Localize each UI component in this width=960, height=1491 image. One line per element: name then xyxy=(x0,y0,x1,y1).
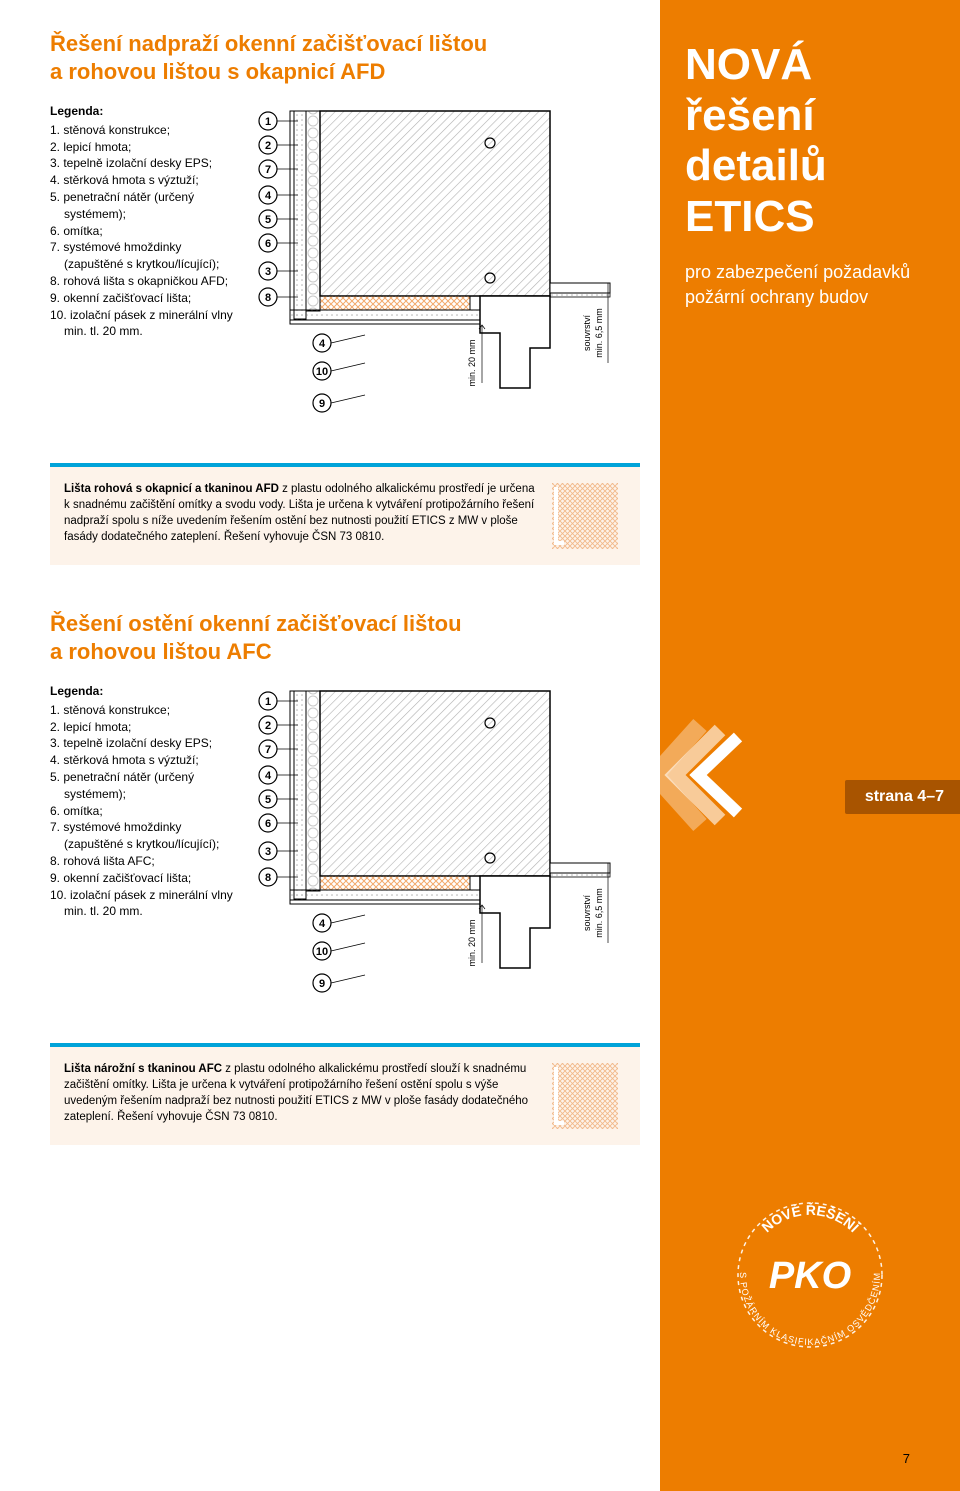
section-2-title: Řešení ostění okenní začišťovací lištou … xyxy=(50,610,640,665)
legend-2-title: Legenda: xyxy=(50,683,240,700)
legend-item: 4. stěrková hmota s výztuží; xyxy=(50,172,240,189)
svg-text:5: 5 xyxy=(265,794,271,806)
chevron-icon xyxy=(640,715,750,840)
legend-2: Legenda: 1. stěnová konstrukce; 2. lepic… xyxy=(50,683,240,1023)
legend-1-title: Legenda: xyxy=(50,103,240,120)
legend-item: 1. stěnová konstrukce; xyxy=(50,702,240,719)
svg-text:1: 1 xyxy=(265,696,271,708)
svg-text:6: 6 xyxy=(265,818,271,830)
svg-text:8: 8 xyxy=(265,872,271,884)
svg-text:3: 3 xyxy=(265,846,271,858)
legend-item: 8. rohová lišta AFC; xyxy=(50,853,240,870)
svg-text:min. 6,5 mm: min. 6,5 mm xyxy=(594,888,604,938)
legend-item: 6. omítka; xyxy=(50,223,240,240)
legend-item: 1. stěnová konstrukce; xyxy=(50,122,240,139)
svg-text:2: 2 xyxy=(265,140,271,152)
svg-text:9: 9 xyxy=(319,398,325,410)
legend-item: 10. izolační pásek z minerální vlny min.… xyxy=(50,307,240,341)
section-1-title: Řešení nadpraží okenní začišťovací lišto… xyxy=(50,30,640,85)
svg-text:3: 3 xyxy=(265,266,271,278)
legend-item: 2. lepicí hmota; xyxy=(50,719,240,736)
svg-text:min. 20 mm: min. 20 mm xyxy=(467,339,477,386)
svg-text:souvrství: souvrství xyxy=(582,894,592,931)
svg-text:min. 6,5 mm: min. 6,5 mm xyxy=(594,308,604,358)
mesh-swatch-icon xyxy=(550,1061,620,1131)
sidebar-title-line: ETICS xyxy=(685,192,940,243)
legend-item: 9. okenní začišťovací lišta; xyxy=(50,290,240,307)
sidebar-title-line: NOVÁ xyxy=(685,40,940,91)
legend-item: 5. penetrační nátěr (určený systémem); xyxy=(50,189,240,223)
svg-text:souvrství: souvrství xyxy=(582,314,592,351)
diagram-1: min. 20 mm souvrstvímin. 6,5 mm 1 2 7 4 5 6 3 8 4 1… xyxy=(250,103,630,443)
sidebar-subtitle: pro zabezpečení požadavků požární ochran… xyxy=(685,260,940,309)
legend-item: 4. stěrková hmota s výztuží; xyxy=(50,752,240,769)
legend-item: 8. rohová lišta s okapničkou AFD; xyxy=(50,273,240,290)
legend-item: 9. okenní začišťovací lišta; xyxy=(50,870,240,887)
svg-text:4: 4 xyxy=(265,770,272,782)
sidebar-title-line: řešení xyxy=(685,91,940,142)
legend-item: 7. systémové hmoždinky (zapuštěné s kryt… xyxy=(50,239,240,273)
svg-text:10: 10 xyxy=(316,366,328,378)
legend-item: 3. tepelně izolační desky EPS; xyxy=(50,735,240,752)
callout-2-lead: Lišta nárožní s tkaninou AFC xyxy=(64,1063,222,1075)
legend-2-list: 1. stěnová konstrukce; 2. lepicí hmota; … xyxy=(50,702,240,920)
diagram-2: min. 20 mm souvrstvímin. 6,5 mm 1 2 7 4 5 6 3 8 4 1… xyxy=(250,683,630,1023)
svg-text:7: 7 xyxy=(265,164,271,176)
callout-1: Lišta rohová s okapnicí a tkaninou AFD z… xyxy=(50,463,640,565)
svg-text:10: 10 xyxy=(316,946,328,958)
svg-text:4: 4 xyxy=(319,338,326,350)
pko-badge: NOVÉ ŘEŠENÍ S POŽÁRNÍM KLASIFIKAČNÍM OSV… xyxy=(715,1180,905,1370)
sidebar-title-line: detailů xyxy=(685,141,940,192)
legend-item: 10. izolační pásek z minerální vlny min.… xyxy=(50,887,240,921)
callout-1-text: Lišta rohová s okapnicí a tkaninou AFD z… xyxy=(64,481,538,551)
callout-2-text: Lišta nárožní s tkaninou AFC z plastu od… xyxy=(64,1061,538,1131)
svg-text:6: 6 xyxy=(265,238,271,250)
badge-center: PKO xyxy=(769,1255,851,1297)
svg-text:4: 4 xyxy=(319,918,326,930)
legend-1: Legenda: 1. stěnová konstrukce; 2. lepic… xyxy=(50,103,240,443)
legend-item: 3. tepelně izolační desky EPS; xyxy=(50,155,240,172)
page-number: 7 xyxy=(903,1451,910,1466)
sidebar: NOVÁ řešení detailů ETICS pro zabezpečen… xyxy=(660,0,960,1491)
sidebar-title: NOVÁ řešení detailů ETICS xyxy=(685,40,940,242)
svg-text:2: 2 xyxy=(265,720,271,732)
legend-item: 5. penetrační nátěr (určený systémem); xyxy=(50,769,240,803)
svg-text:9: 9 xyxy=(319,978,325,990)
section-2: Řešení ostění okenní začišťovací lištou … xyxy=(50,610,640,1145)
svg-text:min. 20 mm: min. 20 mm xyxy=(467,919,477,966)
svg-text:1: 1 xyxy=(265,116,271,128)
svg-text:4: 4 xyxy=(265,190,272,202)
mesh-swatch-icon xyxy=(550,481,620,551)
badge-top-text: NOVÉ ŘEŠENÍ xyxy=(758,1201,863,1236)
svg-text:8: 8 xyxy=(265,292,271,304)
svg-text:NOVÉ ŘEŠENÍ: NOVÉ ŘEŠENÍ xyxy=(758,1201,863,1236)
legend-item: 7. systémové hmoždinky (zapuštěné s kryt… xyxy=(50,819,240,853)
callout-1-lead: Lišta rohová s okapnicí a tkaninou AFD xyxy=(64,483,279,495)
section-1: Řešení nadpraží okenní začišťovací lišto… xyxy=(50,30,640,565)
legend-item: 2. lepicí hmota; xyxy=(50,139,240,156)
callout-2: Lišta nárožní s tkaninou AFC z plastu od… xyxy=(50,1043,640,1145)
legend-1-list: 1. stěnová konstrukce; 2. lepicí hmota; … xyxy=(50,122,240,340)
page-tab: strana 4–7 xyxy=(845,780,960,814)
legend-item: 6. omítka; xyxy=(50,803,240,820)
svg-text:7: 7 xyxy=(265,744,271,756)
svg-text:5: 5 xyxy=(265,214,271,226)
